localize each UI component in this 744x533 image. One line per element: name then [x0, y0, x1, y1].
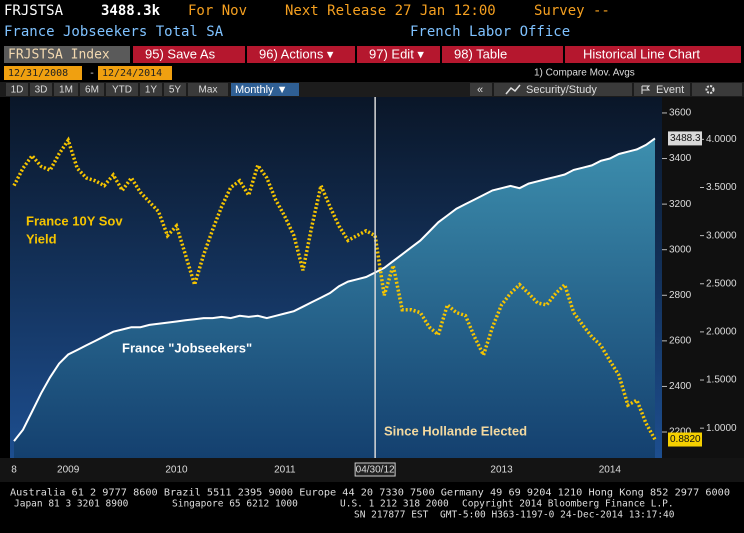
security[interactable]: FRJSTSA Index	[8, 48, 110, 63]
end-date-box[interactable]	[98, 66, 172, 80]
survey: Survey --	[534, 3, 610, 19]
range-label[interactable]: 1M	[59, 85, 73, 96]
x-tick-label: 2014	[599, 465, 622, 476]
y2-tick-label: 1.0000	[706, 423, 737, 434]
last-value-label: 0.8820	[670, 434, 701, 445]
date-separator: -	[89, 68, 95, 79]
x-tick-label: 2013	[490, 465, 513, 476]
y-tick-label: 3400	[669, 153, 692, 164]
x-tick-label: 2009	[57, 465, 80, 476]
y-tick-label: 2200	[669, 427, 692, 438]
source: French Labor Office	[410, 24, 570, 40]
menu-button[interactable]	[442, 46, 563, 63]
annotation: Since Hollande Elected	[384, 423, 527, 438]
footer-text: U.S. 1 212 318 2000	[340, 499, 449, 510]
y2-tick-label: 2.0000	[706, 327, 737, 338]
annotation: France 10Y Sov	[26, 213, 123, 228]
footer-text: Japan 81 3 3201 8900	[14, 499, 129, 510]
annotation: France "Jobseekers"	[122, 340, 252, 355]
y2-tick-label: 2.5000	[706, 278, 737, 289]
frequency-box[interactable]	[231, 83, 299, 96]
range-label[interactable]: 5Y	[169, 85, 182, 96]
range-label[interactable]: 1Y	[145, 85, 158, 96]
collapse-box[interactable]	[470, 83, 492, 96]
range-label[interactable]: 1D	[11, 85, 24, 96]
ticker: FRJSTSA	[4, 3, 64, 19]
last-value-label: 3488.3	[670, 133, 701, 144]
start-date[interactable]: 12/31/2008	[8, 68, 68, 79]
last-value-box	[668, 432, 702, 447]
range-button[interactable]	[106, 83, 138, 96]
menu-button-label[interactable]: 96) Actions ▾	[259, 46, 334, 61]
security-box[interactable]	[4, 46, 130, 63]
last-value: 3488.3k	[101, 3, 161, 19]
menu-button[interactable]	[247, 46, 355, 63]
y2-tick-label: 4.0000	[706, 134, 737, 145]
event-date-box	[354, 462, 396, 477]
view-box	[565, 46, 741, 63]
line	[12, 136, 657, 441]
y-tick-label: 3200	[669, 199, 692, 210]
annotation: Yield	[26, 231, 57, 246]
axis-panel	[662, 97, 744, 458]
y-tick-label: 3600	[669, 108, 692, 119]
range-label[interactable]: Max	[199, 85, 218, 96]
compare[interactable]: 1) Compare Mov. Avgs	[534, 68, 635, 79]
event[interactable]: Event	[656, 84, 684, 96]
range-label[interactable]: YTD	[112, 85, 132, 96]
y2-tick-label: 3.5000	[706, 182, 737, 193]
y2-tick-label: 1.5000	[706, 375, 737, 386]
y2-tick-label: 3.0000	[706, 230, 737, 241]
period: For Nov	[188, 3, 247, 19]
footer-text: Copyright 2014 Bloomberg Finance L.P.	[462, 499, 674, 510]
last-value-box	[668, 131, 702, 146]
security-name: France Jobseekers Total SA	[4, 24, 224, 40]
range-button[interactable]	[6, 83, 28, 96]
y-tick-label: 3000	[669, 244, 692, 255]
footer-text: Australia 61 2 9777 8600 Brazil 5511 239…	[10, 488, 730, 499]
y-tick-label: 2800	[669, 290, 692, 301]
footer-text: Singapore 65 6212 1000	[172, 499, 298, 510]
study-box[interactable]	[494, 83, 632, 96]
range-button[interactable]	[80, 83, 104, 96]
range-button[interactable]	[54, 83, 78, 96]
security-study[interactable]: Security/Study	[526, 84, 597, 96]
x-tick-label: 8	[11, 465, 17, 476]
y-tick-label: 2400	[669, 381, 692, 392]
start-date-box[interactable]	[4, 66, 82, 80]
area	[14, 138, 655, 458]
menu-button-label[interactable]: 98) Table	[454, 46, 507, 61]
frequency[interactable]: Monthly ▼	[235, 84, 287, 96]
menu-button[interactable]	[133, 46, 245, 63]
event-icon	[641, 85, 651, 94]
study-icon	[505, 84, 521, 95]
range-button[interactable]	[140, 83, 162, 96]
menu-button[interactable]	[357, 46, 440, 63]
end-date[interactable]: 12/24/2014	[102, 68, 162, 79]
x-tick-label: 2011	[274, 465, 296, 476]
range-button[interactable]	[164, 83, 186, 96]
menu-button-label[interactable]: 97) Edit ▾	[369, 46, 424, 61]
footer-text: SN 217877 EST	[354, 510, 429, 521]
settings-icon	[705, 85, 715, 94]
collapse[interactable]: «	[477, 84, 483, 96]
settings-box[interactable]	[692, 83, 742, 96]
footer-text: GMT-5:00 H363-1197-0 24-Dec-2014 13:17:4…	[440, 510, 675, 521]
view-title: Historical Line Chart	[583, 46, 700, 61]
menu-button-label[interactable]: 95) Save As	[145, 46, 216, 61]
x-tick-label: 04/30/12	[356, 465, 395, 476]
range-label[interactable]: 3D	[35, 85, 48, 96]
x-tick-label: 2010	[165, 465, 188, 476]
range-button[interactable]	[30, 83, 52, 96]
range-label[interactable]: 6M	[85, 85, 99, 96]
y-tick-label: 2600	[669, 335, 692, 346]
next-release: Next Release 27 Jan 12:00	[285, 3, 496, 19]
range-button[interactable]	[188, 83, 228, 96]
line	[13, 137, 656, 442]
